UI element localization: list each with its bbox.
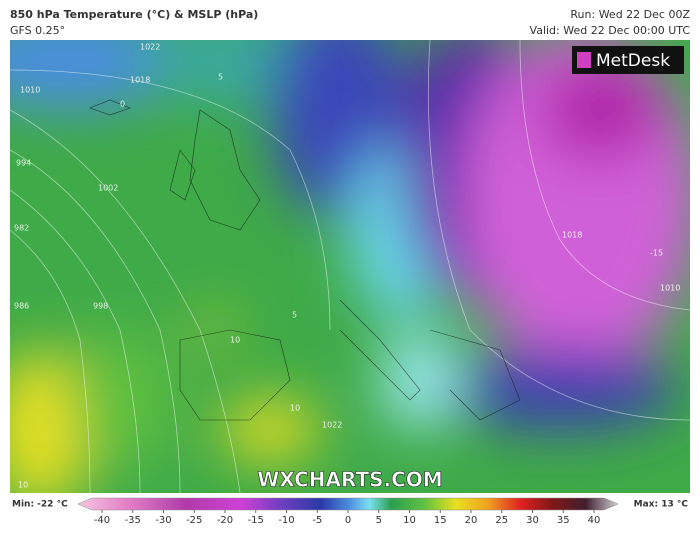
isobar-label: 998 [93, 302, 108, 311]
model-name: GFS 0.25° [10, 24, 65, 37]
isobar-label: 1018 [130, 76, 150, 85]
scale-label: -10 [278, 515, 294, 526]
scale-label: 35 [557, 515, 570, 526]
scale-label: -15 [248, 515, 264, 526]
color-scale [77, 497, 619, 511]
scale-label: -5 [312, 515, 322, 526]
logo: MetDesk [596, 51, 670, 71]
scale-label: -30 [155, 515, 171, 526]
scale-label: -40 [94, 515, 110, 526]
legend-min: Min: -22 °C [12, 500, 68, 510]
scale-label: 20 [465, 515, 478, 526]
scale-label: 25 [495, 515, 508, 526]
weather-map: 1022 1018 1010 994 1002 982 986 998 1022… [10, 40, 690, 493]
temp-label: 10 [18, 481, 28, 490]
scale-label: 30 [526, 515, 539, 526]
isobar-label: 1022 [322, 421, 342, 430]
isobar-label: 994 [16, 159, 31, 168]
scale-label: 10 [403, 515, 416, 526]
scale-label: -20 [217, 515, 233, 526]
temp-label: 10 [290, 404, 300, 413]
isobar-label: 1022 [140, 43, 160, 52]
watermark: WXCHARTS.COM [257, 468, 442, 492]
isobar-label: 1010 [20, 86, 40, 95]
temp-label: 10 [230, 336, 240, 345]
isobar-label: 1002 [98, 184, 118, 193]
scale-label: 0 [345, 515, 351, 526]
scale-label: 5 [376, 515, 382, 526]
isobar-label: 986 [14, 302, 29, 311]
scale-label: 15 [434, 515, 447, 526]
isobar-label: 1018 [562, 231, 582, 240]
isobar-label: 982 [14, 224, 29, 233]
temp-label: 0 [120, 100, 125, 109]
run-time: Run: Wed 22 Dec 00Z [570, 8, 690, 21]
legend-max: Max: 13 °C [634, 500, 689, 510]
scale-label: 40 [588, 515, 601, 526]
isobar-label: 1010 [660, 284, 680, 293]
scale-label: -35 [125, 515, 141, 526]
logo-icon [577, 52, 591, 68]
temp-label: -15 [650, 249, 663, 258]
temp-label: 5 [292, 311, 297, 320]
map-title: 850 hPa Temperature (°C) & MSLP (hPa) [10, 8, 258, 21]
temp-label: 5 [218, 73, 223, 82]
valid-time: Valid: Wed 22 Dec 00:00 UTC [530, 24, 691, 37]
scale-label: -25 [186, 515, 202, 526]
